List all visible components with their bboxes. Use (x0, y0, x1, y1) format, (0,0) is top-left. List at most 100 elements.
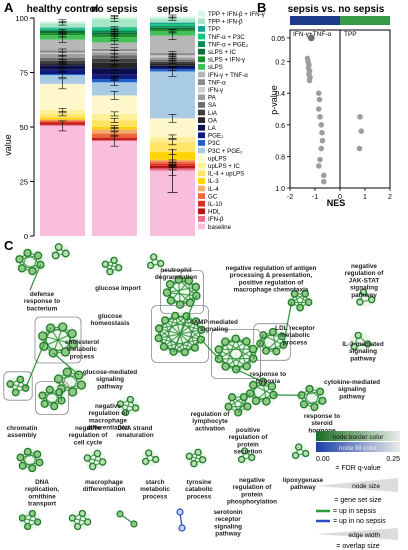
cluster-box (151, 305, 209, 363)
bar-segment (150, 71, 195, 119)
network-node (268, 327, 277, 336)
network-label-line: activation (195, 425, 225, 432)
bar-segment (92, 36, 137, 43)
network-node (171, 311, 180, 320)
fill-color-scale (316, 442, 400, 452)
data-point (318, 122, 325, 128)
network-label-line: pathway (350, 355, 376, 362)
bar-segment (40, 39, 85, 51)
network-label-line: starch (145, 479, 164, 486)
legend-label: HDL (208, 209, 221, 216)
network-label: negative regulation of protein phosphorylat… (227, 477, 277, 506)
bar-segment (150, 26, 195, 28)
network-node (40, 399, 49, 408)
network-node (17, 264, 27, 273)
up-sepsis-label: = up in sepsis (333, 508, 376, 515)
network-node (145, 449, 153, 457)
network-label-line: cell cycle (74, 439, 103, 446)
network-edge (164, 319, 202, 331)
network-label-line: bacterium (27, 305, 58, 312)
network-label-line: regulation of (89, 410, 129, 417)
network-edge (218, 348, 248, 367)
panel-c-network (3, 243, 376, 532)
network-node (272, 347, 281, 356)
network-label-line: process (187, 493, 212, 500)
network-label-line: glucose-mediated (83, 369, 137, 376)
network-node (152, 455, 160, 464)
network-node (184, 276, 194, 285)
x-tick-label: 1 (363, 194, 367, 201)
data-point (317, 156, 323, 163)
network-label-line: signaling (200, 326, 228, 333)
network-node (175, 300, 185, 309)
network-node (301, 289, 310, 298)
legend-label: sLPS + IFN-γ (208, 57, 246, 64)
network-node (62, 367, 72, 377)
bar-segment (40, 117, 85, 120)
network-edge (237, 393, 251, 413)
network-node (28, 464, 37, 473)
legend-label: TPP (208, 26, 220, 33)
y-tick-label: 0.8 (275, 154, 285, 161)
network-label-line: regulation of (69, 432, 109, 439)
bar-segment (92, 129, 137, 134)
x-tick-label: 2 (388, 194, 392, 201)
y-tick-label: 50 (20, 123, 28, 132)
data-point (315, 163, 322, 169)
legend-label: LiA (208, 110, 218, 117)
network-label-line: pathway (351, 292, 377, 299)
network-label: lipoxygenase pathway (283, 477, 324, 491)
network-node (251, 396, 261, 406)
network-node (53, 374, 64, 384)
data-point (356, 145, 363, 152)
network-label-line: signaling (96, 376, 124, 383)
network-node (237, 455, 246, 464)
legend-label: baseline (208, 224, 232, 231)
network-label: response to steroid hormone (304, 413, 340, 434)
network-label-line: positive regulation of (239, 279, 304, 286)
legend-label: sLPS + IC (208, 49, 237, 56)
network-node (154, 334, 163, 343)
network-node (45, 385, 54, 394)
legend-label: P3C + PGE₂ (208, 148, 243, 155)
legend-label: GC (208, 193, 218, 200)
legend-swatch (198, 132, 205, 139)
network-label-line: macrophage (89, 417, 127, 424)
left-header: IFN-γ+TNF-α (293, 31, 331, 38)
network-node (368, 296, 376, 304)
data-point (357, 114, 363, 120)
panel-b-y-label: p-value (269, 85, 279, 115)
network-label: macrophage differentiation (83, 479, 126, 493)
network-node (296, 303, 304, 312)
network-node (318, 396, 327, 405)
network-node (68, 387, 78, 397)
network-edge (173, 329, 202, 353)
bar-segment (40, 27, 85, 29)
network-label: negative regulation of JAK-STAT signaling pa… (345, 263, 385, 299)
legend-swatch (198, 193, 205, 199)
bar-segment (150, 63, 195, 66)
y-tick-label: 0.05 (271, 36, 285, 43)
network-node (67, 329, 77, 339)
legend-swatch (198, 200, 205, 207)
y-tick-label: 0.4 (275, 91, 285, 98)
panel-a-letter: A (4, 0, 14, 15)
network-node (166, 296, 176, 305)
network-label-line: neutrophil (160, 267, 191, 274)
network-node (262, 397, 271, 406)
network-node (51, 251, 60, 260)
y-tick-label: 0.2 (275, 60, 285, 67)
border-color-label: node border color (333, 434, 385, 441)
network-label-line: cytokine-mediated (324, 379, 380, 386)
network-label-line: hormone (308, 427, 336, 434)
network-node (291, 451, 300, 460)
network-node (248, 380, 258, 390)
legend-label: IL-4 + upLPS (208, 171, 244, 178)
data-point (320, 172, 327, 179)
data-point (319, 137, 326, 144)
legend-swatch (198, 102, 205, 108)
network-label-line: negative (351, 263, 377, 270)
y-tick-label: 0.6 (275, 123, 285, 130)
network-node (146, 261, 155, 270)
